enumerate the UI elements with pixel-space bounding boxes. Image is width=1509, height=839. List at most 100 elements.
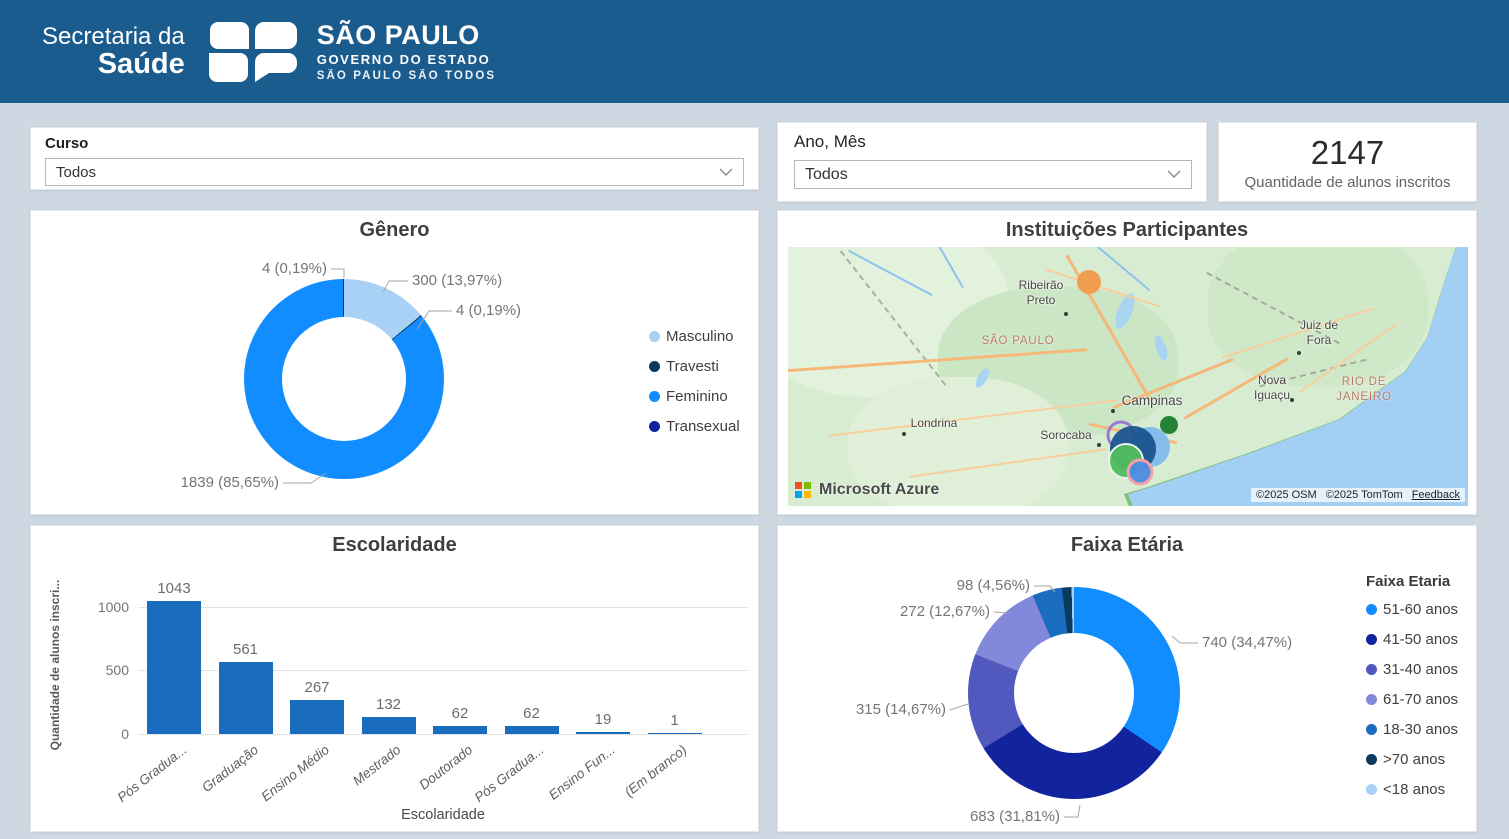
escolaridade-chart-panel: Escolaridade Quantidade de alunos inscri… (30, 525, 759, 832)
legend-swatch (1366, 694, 1377, 705)
map-bubbles-layer (1077, 270, 1178, 486)
legend-item[interactable]: 41-50 anos (1366, 631, 1458, 648)
legend-label: 31-40 anos (1383, 661, 1459, 678)
map-bubble[interactable] (1160, 416, 1178, 434)
legend-swatch (649, 391, 660, 402)
legend-item[interactable]: Travesti (649, 358, 719, 375)
legend-item[interactable]: >70 anos (1366, 751, 1445, 768)
legend-label: 51-60 anos (1383, 601, 1459, 618)
x-axis-category-label: Doutorado (416, 742, 476, 793)
x-axis-category-label: Pós Gradua... (471, 742, 547, 806)
bar[interactable] (218, 662, 273, 734)
bar-value-label: 19 (594, 710, 612, 728)
x-axis-category-label: Pós Gradua... (114, 742, 190, 806)
legend-item[interactable]: 51-60 anos (1366, 601, 1458, 618)
map-city-label: Londrina (910, 415, 958, 430)
escolaridade-chart-title: Escolaridade (332, 534, 457, 556)
bar[interactable] (147, 601, 201, 734)
bar-value-label: 62 (523, 705, 540, 723)
bar[interactable] (504, 726, 559, 734)
map-city-dot (1297, 351, 1301, 355)
faixa-etaria-chart-title: Faixa Etária (1070, 534, 1184, 556)
governo-sp-brand: SÃO PAULO GOVERNO DO ESTADO SÃO PAULO SÃ… (316, 19, 496, 82)
y-axis-tick: 500 (105, 662, 129, 679)
bar-value-label: 62 (451, 705, 469, 723)
y-axis-tick: 1000 (97, 598, 129, 615)
legend-label: <18 anos (1383, 781, 1446, 798)
legend-swatch (1366, 664, 1377, 675)
legend-item[interactable]: Transexual (649, 418, 740, 435)
legend-item[interactable]: Feminino (649, 388, 728, 405)
sp-logo-icon (208, 21, 297, 82)
x-axis-title: Escolaridade (401, 807, 485, 823)
map-state-label: SÃO PAULO (981, 334, 1055, 347)
kpi-value: 2147 (1310, 134, 1385, 171)
chevron-down-icon (1167, 170, 1181, 178)
map-city-label: Nova Iguaçu (1253, 373, 1291, 402)
legend-swatch (649, 361, 660, 372)
secretaria-line2: Saúde (97, 47, 185, 80)
curso-dropdown-value: Todos (56, 163, 97, 181)
map-city-label: Ribeirão Preto (1018, 278, 1064, 307)
bar[interactable] (576, 731, 630, 734)
curso-filter-label: Curso (45, 135, 89, 152)
data-label: 683 (31,81%) (969, 808, 1060, 825)
legend-item[interactable]: Masculino (649, 328, 734, 345)
bar-value-label: 1043 (157, 580, 191, 598)
bar-value-label: 267 (304, 678, 330, 696)
legend-label: Masculino (666, 328, 734, 345)
data-label: 1839 (85,65%) (180, 474, 279, 491)
legend-label: Feminino (666, 388, 728, 405)
secretaria-saude-logo-text: Secretaria da Saúde (42, 23, 185, 80)
donut-hole (282, 317, 406, 441)
genero-chart-title: Gênero (359, 219, 430, 241)
bar[interactable] (290, 699, 344, 734)
legend-swatch (1366, 634, 1377, 645)
microsoft-azure-attribution: Microsoft Azure (795, 481, 939, 499)
escolaridade-bar-chart: 0 500 1000 1043 Pós Gradua... 561 Graduação 267… (31, 526, 758, 831)
legend-swatch (1366, 754, 1377, 765)
legend-swatch (649, 331, 660, 342)
bar-value-label: 132 (375, 696, 402, 714)
donut-hole (1014, 633, 1134, 753)
bar-value-label: 561 (232, 641, 259, 659)
bar[interactable] (361, 717, 416, 734)
genero-chart-panel: Gênero Masculino Travesti Feminino Transexu… (30, 210, 759, 515)
curso-filter-panel: Curso Todos (30, 127, 759, 190)
x-axis-category-label: (Em branco) (621, 742, 690, 800)
map-bubble[interactable] (1077, 270, 1101, 294)
genero-legend: Masculino Travesti Feminino Transexual (31, 211, 758, 514)
map-bubble[interactable] (1126, 458, 1154, 486)
map-city-dot (902, 432, 906, 436)
map-city-label: Juiz de Fora (1299, 318, 1339, 347)
map-city-dot (1097, 443, 1101, 447)
ano-mes-dropdown[interactable]: Todos (794, 160, 1192, 189)
map-canvas[interactable]: Ribeirão Preto Campinas Sorocaba Londrina Jui… (788, 247, 1468, 506)
legend-item[interactable]: <18 anos (1366, 781, 1445, 798)
map-labels-layer: Ribeirão Preto Campinas Sorocaba Londrina Jui… (788, 247, 1468, 506)
map-provider-label: Microsoft Azure (819, 481, 940, 498)
y-axis-tick: 0 (121, 726, 129, 742)
map-terrain-patch (848, 377, 1068, 506)
genero-donut-chart[interactable] (244, 279, 444, 479)
map-panel: Instituições Participantes Ribeirão Pre (777, 210, 1477, 515)
map-state-label: RIO DE JANEIRO (1336, 376, 1392, 403)
gridline (139, 670, 748, 672)
bar[interactable] (433, 726, 487, 734)
legend-item[interactable]: 61-70 anos (1366, 691, 1458, 708)
map-terrain-patch (1208, 247, 1428, 387)
legend-label: >70 anos (1383, 751, 1446, 768)
bar[interactable] (647, 732, 702, 734)
legend-item[interactable]: 31-40 anos (1366, 661, 1458, 678)
osm-attribution: ©2025 OSM (1255, 489, 1317, 501)
map-attribution: ©2025 OSM ©2025 TomTom Feedback (1250, 488, 1465, 502)
app-header: Secretaria da Saúde SÃO PAULO GOVERNO DO… (0, 0, 1509, 103)
gridline (139, 606, 748, 608)
feedback-link[interactable]: Feedback (1411, 489, 1460, 501)
data-label: 4 (0,19%) (456, 302, 522, 319)
faixa-etaria-donut-chart[interactable] (968, 587, 1180, 799)
curso-dropdown[interactable]: Todos (45, 158, 744, 186)
brand-sao-paulo: SÃO PAULO (316, 19, 480, 50)
legend-item[interactable]: 18-30 anos (1366, 721, 1458, 738)
map-title: Instituições Participantes (1005, 219, 1249, 241)
